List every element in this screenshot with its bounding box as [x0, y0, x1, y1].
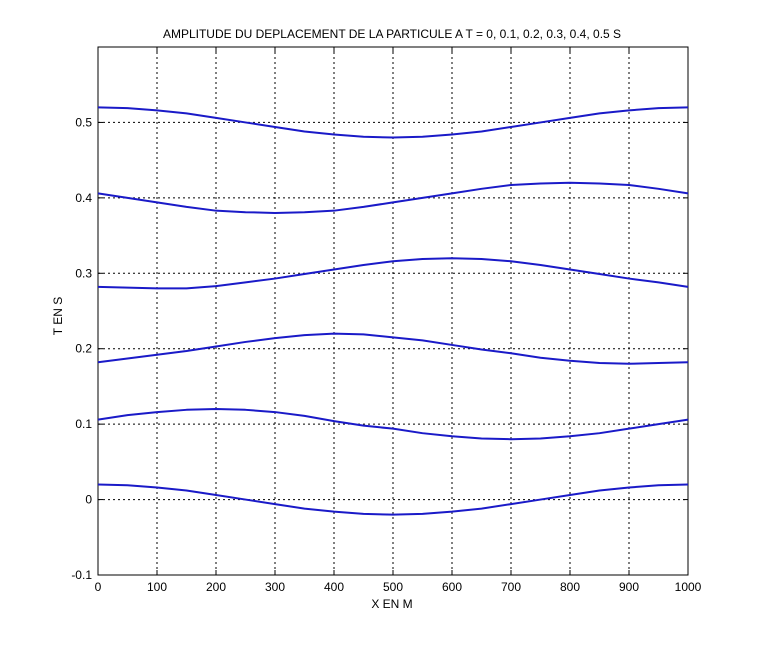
x-tick-label: 800: [560, 580, 580, 594]
y-tick-label: 0.3: [75, 266, 92, 280]
x-tick-label: 200: [206, 580, 226, 594]
x-axis-title: X EN M: [371, 597, 412, 611]
series-line-t0: [97, 483, 689, 516]
x-tick-label: 0: [95, 580, 102, 594]
y-tick-label: 0.5: [75, 115, 92, 129]
series-lines: [97, 106, 689, 516]
y-tick-label: 0.2: [75, 342, 92, 356]
y-axis-title: T EN S: [51, 297, 65, 335]
x-tick-label: 100: [147, 580, 167, 594]
x-tick-label: 400: [324, 580, 344, 594]
y-tick-label: 0.4: [75, 191, 92, 205]
series-line-t0.3: [97, 257, 689, 290]
chart-title: AMPLITUDE DU DEPLACEMENT DE LA PARTICULE…: [163, 27, 621, 41]
series-line-t0.5: [97, 106, 689, 139]
series-line-t0.4: [97, 181, 689, 214]
x-tick-label: 900: [619, 580, 639, 594]
x-tick-label: 1000: [675, 580, 702, 594]
plot-area: [98, 47, 688, 575]
series-line-t0.1: [97, 408, 689, 441]
series-line-t0.2: [97, 332, 689, 365]
x-tick-label: 700: [501, 580, 521, 594]
y-tick-label: 0: [85, 493, 92, 507]
y-tick-label: 0.1: [75, 417, 92, 431]
x-tick-label: 500: [383, 580, 403, 594]
ticks: 0 100 200 300 400 500 600 700 800 900 1000-0.100.1…: [71, 47, 702, 594]
x-tick-label: 300: [265, 580, 285, 594]
y-tick-label: -0.1: [71, 568, 92, 582]
x-tick-label: 600: [442, 580, 462, 594]
